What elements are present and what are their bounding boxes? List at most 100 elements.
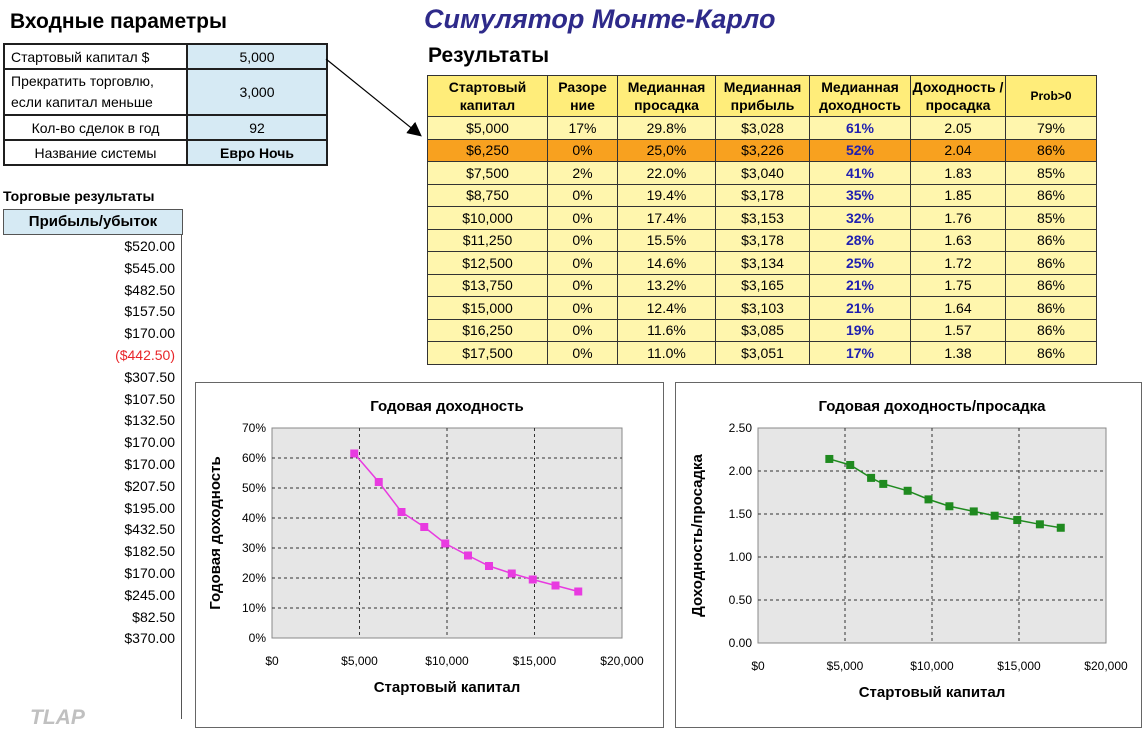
results-title: Результаты [428, 44, 550, 67]
stop-trading-threshold-input[interactable]: 3,000 [186, 68, 328, 116]
col-header-starting-capital: Стартовый капитал [427, 75, 548, 117]
table-cell: 86% [1005, 228, 1097, 252]
chart-title: Годовая доходность [370, 398, 523, 415]
table-cell: 1.57 [910, 318, 1006, 342]
table-cell: 11.6% [617, 318, 716, 342]
data-point [879, 479, 888, 488]
table-cell: $11,250 [427, 228, 548, 252]
table-cell: 52% [809, 138, 911, 162]
y-tick-label: 2.00 [729, 464, 753, 478]
app-title: Симулятор Монте-Карло [424, 4, 776, 34]
y-axis-label: Годовая доходность [207, 456, 224, 609]
data-point [903, 486, 912, 495]
table-cell: 0% [547, 273, 618, 297]
col-header-return-drawdown: Доходность /просадка [910, 75, 1006, 117]
profit-loss-value: $157.50 [124, 303, 175, 320]
table-cell: 85% [1005, 161, 1097, 185]
table-cell: $3,178 [715, 228, 810, 252]
trades-per-year-input[interactable]: 92 [186, 114, 328, 141]
y-tick-label: 0.50 [729, 593, 753, 607]
data-point [420, 523, 429, 531]
table-cell: 0% [547, 183, 618, 207]
y-tick-label: 0% [249, 631, 267, 645]
table-cell: 1.63 [910, 228, 1006, 252]
table-cell: 61% [809, 116, 911, 140]
table-cell: 22.0% [617, 161, 716, 185]
table-row: $6,250 0% 25,0% $3,226 52% 2.04 86% [427, 138, 1097, 162]
y-tick-label: 50% [242, 481, 266, 495]
table-cell: 13.2% [617, 273, 716, 297]
data-point [924, 495, 933, 504]
table-cell: 86% [1005, 251, 1097, 275]
table-cell: $3,153 [715, 206, 810, 230]
table-cell: 1.72 [910, 251, 1006, 275]
table-row: $13,750 0% 13.2% $3,165 21% 1.75 86% [427, 273, 1097, 297]
data-point [825, 454, 834, 463]
table-cell: $6,250 [427, 138, 548, 162]
inputs-title: Входные параметры [10, 10, 227, 33]
profit-loss-value: $370.00 [124, 630, 175, 647]
y-tick-label: 1.50 [729, 507, 753, 521]
data-point [441, 539, 450, 548]
y-tick-label: 40% [242, 511, 266, 525]
table-cell: 0% [547, 138, 618, 162]
data-point [1035, 520, 1044, 529]
input-row-system-name: Название системы Евро Ночь [3, 139, 328, 166]
chart-annual-return: 0% 10% 20% 30% 40% 50% 60% 70% $0 $5,000 $10,000 $1… [195, 382, 664, 728]
table-cell: 29.8% [617, 116, 716, 140]
table-cell: 86% [1005, 138, 1097, 162]
data-point [374, 478, 383, 486]
x-tick-label: $0 [751, 659, 765, 673]
y-tick-label: 70% [242, 421, 266, 435]
results-table: Стартовый капитал Разоре ние Медианная п… [427, 75, 1097, 365]
table-cell: $3,134 [715, 251, 810, 275]
table-cell: 17% [547, 116, 618, 140]
data-point [867, 473, 876, 482]
table-row: $10,000 0% 17.4% $3,153 32% 1.76 85% [427, 206, 1097, 230]
data-point [969, 507, 978, 516]
table-cell: $3,085 [715, 318, 810, 342]
chart-title: Годовая доходность/просадка [819, 398, 1047, 415]
data-point [551, 581, 560, 590]
table-cell: 86% [1005, 183, 1097, 207]
profit-loss-value: $82.50 [132, 608, 175, 625]
table-cell: $3,040 [715, 161, 810, 185]
y-axis-label: Доходность/просадка [689, 454, 706, 617]
watermark-logo: TLAP [30, 706, 85, 729]
table-cell: $5,000 [427, 116, 548, 140]
table-cell: $3,103 [715, 296, 810, 320]
profit-loss-header: Прибыль/убыток [3, 209, 183, 235]
table-cell: 1.38 [910, 341, 1006, 365]
input-row-trades-per-year: Кол-во сделок в год 92 [3, 114, 328, 141]
profit-loss-value: $170.00 [124, 455, 175, 472]
y-tick-label: 10% [242, 601, 266, 615]
profit-loss-value: $245.00 [124, 586, 175, 603]
profit-loss-value: $520.00 [124, 238, 175, 254]
table-cell: $3,051 [715, 341, 810, 365]
table-cell: 14.6% [617, 251, 716, 275]
table-cell: $16,250 [427, 318, 548, 342]
data-point [945, 502, 954, 511]
profit-loss-value: $132.50 [124, 412, 175, 429]
table-cell: 41% [809, 161, 911, 185]
table-cell: 0% [547, 251, 618, 275]
table-cell: 19% [809, 318, 911, 342]
table-row: $7,500 2% 22.0% $3,040 41% 1.83 85% [427, 161, 1097, 185]
starting-capital-input[interactable]: 5,000 [186, 43, 328, 70]
x-tick-label: $20,000 [600, 654, 644, 668]
table-cell: 32% [809, 206, 911, 230]
data-point [350, 449, 359, 458]
input-row-stop-trading: Прекратить торговлю, если капитал меньше… [3, 68, 328, 116]
y-tick-label: 20% [242, 571, 266, 585]
table-cell: 2.05 [910, 116, 1006, 140]
y-tick-label: 2.50 [729, 421, 753, 435]
x-axis-label: Стартовый капитал [374, 679, 521, 696]
y-tick-label: 60% [242, 451, 266, 465]
table-cell: 35% [809, 183, 911, 207]
profit-loss-value: ($442.50) [115, 346, 175, 363]
table-row: $12,500 0% 14.6% $3,134 25% 1.72 86% [427, 251, 1097, 275]
table-cell: 25,0% [617, 138, 716, 162]
x-tick-label: $5,000 [341, 654, 378, 668]
system-name-input[interactable]: Евро Ночь [186, 139, 328, 166]
col-header-ruin: Разоре ние [547, 75, 618, 117]
